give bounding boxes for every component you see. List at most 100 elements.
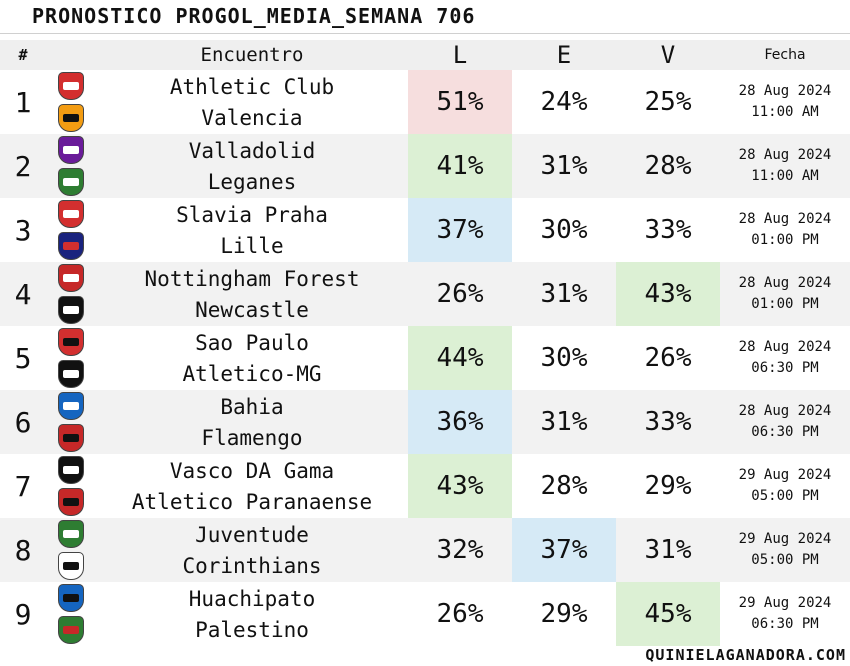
team-crests [46,582,96,646]
away-crest-icon [58,168,84,196]
prob-visita: 45% [616,582,720,646]
home-team: Vasco DA Gama [169,458,335,483]
match-datetime: 29 Aug 2024 05:00 PM [720,518,850,582]
table-row: 3 Slavia Praha Lille 37% 30% 33% 28 Aug 2024 01… [0,198,850,262]
match-teams: Huachipato Palestino [96,582,408,646]
prob-visita: 31% [644,535,692,565]
away-team: Valencia [201,105,303,130]
header-number: # [18,46,28,64]
prob-empate: 28% [540,471,588,501]
match-time: 01:00 PM [751,296,819,312]
team-crests [46,326,96,390]
match-date: 29 Aug 2024 [738,595,832,611]
home-team: Bahia [220,394,284,419]
match-datetime: 28 Aug 2024 06:30 PM [720,326,850,390]
match-date: 28 Aug 2024 [738,211,832,227]
row-number: 2 [14,149,32,183]
home-crest-icon [58,136,84,164]
row-number: 5 [14,341,32,375]
table-row: 8 Juventude Corinthians 32% 37% 31% 29 Aug 202… [0,518,850,582]
match-date: 28 Aug 2024 [738,275,832,291]
prob-empate: 31% [540,151,588,181]
home-team: Valladolid [188,138,316,163]
home-team: Huachipato [188,586,316,611]
header-visita: V [660,41,676,69]
away-team: Newcastle [195,297,309,322]
away-crest-icon [58,616,84,644]
page-title: PRONOSTICO PROGOL_MEDIA_SEMANA 706 [32,4,476,28]
team-crests [46,454,96,518]
away-crest-icon [58,424,84,452]
header-match: Encuentro [200,44,304,66]
prob-empate: 37% [512,518,616,582]
header-empate: E [556,41,572,69]
table-row: 5 Sao Paulo Atletico-MG 44% 30% 26% 28 Aug 202… [0,326,850,390]
table-header: # Encuentro L E V Fecha [0,40,850,70]
prob-visita: 33% [644,215,692,245]
table-row: 6 Bahia Flamengo 36% 31% 33% 28 Aug 2024 06:30 … [0,390,850,454]
away-crest-icon [58,360,84,388]
away-team: Palestino [195,617,309,642]
match-time: 06:30 PM [751,424,819,440]
prob-local: 32% [436,535,484,565]
team-crests [46,390,96,454]
home-crest-icon [58,72,84,100]
match-datetime: 29 Aug 2024 05:00 PM [720,454,850,518]
table-row: 1 Athletic Club Valencia 51% 24% 25% 28 Aug 20… [0,70,850,134]
away-crest-icon [58,104,84,132]
home-crest-icon [58,392,84,420]
match-datetime: 28 Aug 2024 11:00 AM [720,70,850,134]
team-crests [46,70,96,134]
match-date: 29 Aug 2024 [738,467,832,483]
match-teams: Slavia Praha Lille [96,198,408,262]
match-datetime: 28 Aug 2024 01:00 PM [720,198,850,262]
prob-visita: 43% [616,262,720,326]
header-date: Fecha [764,47,806,63]
match-teams: Nottingham Forest Newcastle [96,262,408,326]
away-team: Flamengo [201,425,303,450]
match-datetime: 28 Aug 2024 01:00 PM [720,262,850,326]
prob-local: 26% [436,279,484,309]
title-divider [0,33,850,34]
prob-visita: 25% [644,87,692,117]
home-crest-icon [58,200,84,228]
table-row: 7 Vasco DA Gama Atletico Paranaense 43% 28% 2… [0,454,850,518]
prob-empate: 30% [540,215,588,245]
home-crest-icon [58,264,84,292]
match-datetime: 28 Aug 2024 06:30 PM [720,390,850,454]
home-team: Nottingham Forest [144,266,360,291]
row-number: 4 [14,277,32,311]
home-team: Slavia Praha [176,202,328,227]
footer-site: QUINIELAGANADORA.COM [645,646,846,664]
away-crest-icon [58,552,84,580]
away-crest-icon [58,296,84,324]
away-team: Atletico-MG [182,361,322,386]
match-date: 29 Aug 2024 [738,531,832,547]
prob-visita: 29% [644,471,692,501]
prob-visita: 26% [644,343,692,373]
away-crest-icon [58,232,84,260]
match-time: 06:30 PM [751,360,819,376]
table-row: 4 Nottingham Forest Newcastle 26% 31% 43% 28 A… [0,262,850,326]
away-team: Lille [220,233,284,258]
row-number: 9 [14,597,32,631]
match-teams: Sao Paulo Atletico-MG [96,326,408,390]
prob-local: 43% [408,454,512,518]
home-crest-icon [58,520,84,548]
match-datetime: 28 Aug 2024 11:00 AM [720,134,850,198]
row-number: 7 [14,469,32,503]
prob-local: 41% [408,134,512,198]
match-time: 11:00 AM [751,168,819,184]
away-team: Corinthians [182,553,322,578]
match-time: 06:30 PM [751,616,819,632]
prob-empate: 24% [540,87,588,117]
prob-empate: 30% [540,343,588,373]
match-time: 01:00 PM [751,232,819,248]
row-number: 8 [14,533,32,567]
table-body: 1 Athletic Club Valencia 51% 24% 25% 28 Aug 20… [0,70,850,646]
match-teams: Juventude Corinthians [96,518,408,582]
prob-visita: 28% [644,151,692,181]
row-number: 6 [14,405,32,439]
match-teams: Valladolid Leganes [96,134,408,198]
row-number: 1 [14,85,32,119]
